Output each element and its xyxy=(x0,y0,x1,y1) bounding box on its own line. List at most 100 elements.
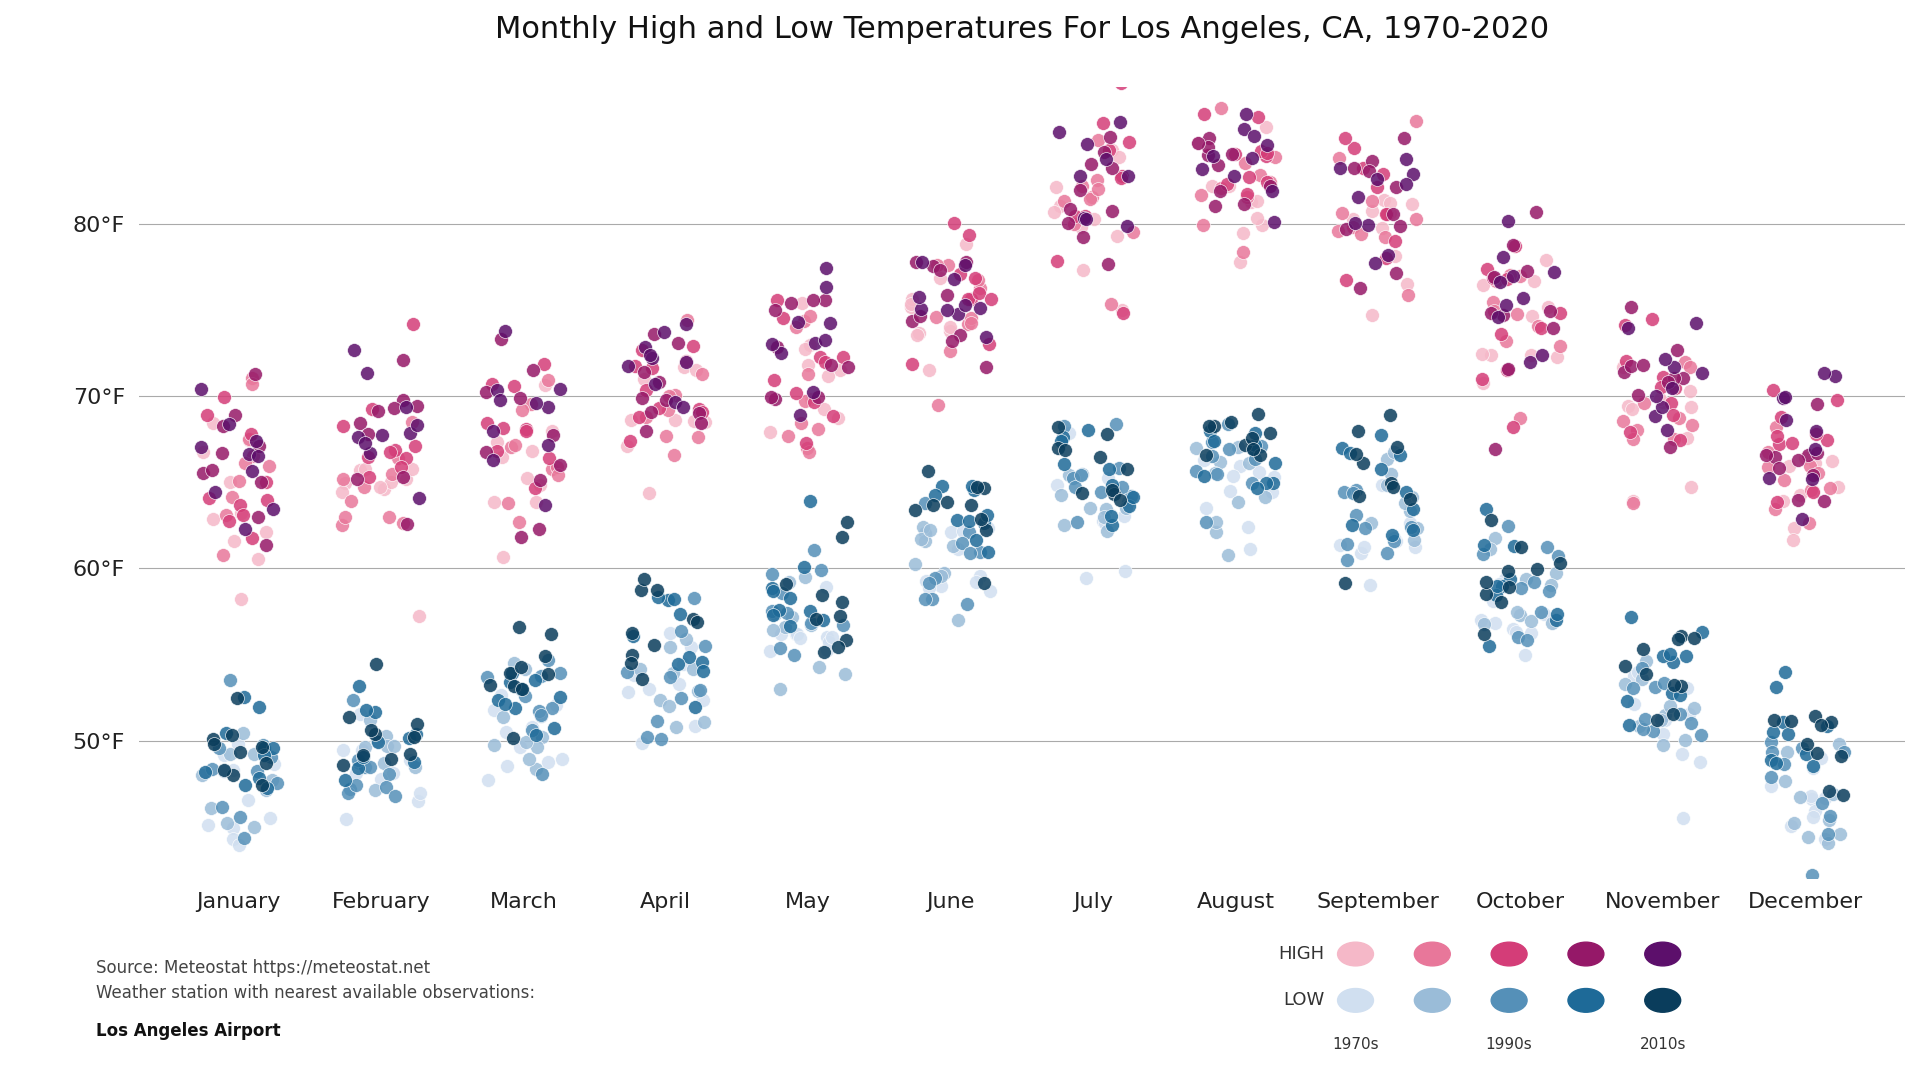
Point xyxy=(470,414,501,431)
Point xyxy=(399,758,430,775)
Point xyxy=(756,388,787,405)
Point xyxy=(242,509,273,526)
Point xyxy=(1044,197,1075,215)
Point xyxy=(1106,74,1137,92)
Point xyxy=(1670,429,1701,446)
Point xyxy=(755,642,785,660)
Point xyxy=(1041,252,1071,270)
Point xyxy=(1763,493,1793,510)
Point xyxy=(1117,223,1148,240)
Point xyxy=(1242,109,1273,126)
Point xyxy=(530,496,561,513)
Point xyxy=(215,745,246,762)
Point xyxy=(910,495,941,512)
Point xyxy=(1323,150,1354,167)
Point xyxy=(1258,213,1288,231)
Point xyxy=(238,746,269,763)
Point xyxy=(630,363,660,381)
Point xyxy=(1227,244,1258,261)
Point xyxy=(972,328,1002,345)
Point xyxy=(363,733,394,750)
Point xyxy=(228,724,259,742)
Point xyxy=(1816,453,1847,470)
Point xyxy=(198,415,228,432)
Point xyxy=(1060,207,1091,224)
Point xyxy=(1757,723,1788,741)
Point xyxy=(810,279,841,296)
Point xyxy=(1094,141,1125,158)
Point xyxy=(1190,513,1221,530)
Point xyxy=(922,397,952,414)
Point xyxy=(1467,375,1498,392)
Point xyxy=(1394,489,1425,507)
Point xyxy=(927,478,958,495)
Point xyxy=(344,755,374,772)
Point xyxy=(240,432,271,450)
Point xyxy=(1609,363,1640,381)
Point xyxy=(668,655,699,673)
Point xyxy=(1484,274,1515,291)
Point xyxy=(217,766,248,784)
Point xyxy=(1751,447,1782,465)
Point xyxy=(1075,155,1106,172)
Point xyxy=(538,423,568,440)
Point xyxy=(831,359,862,376)
Point xyxy=(1096,160,1127,177)
Point xyxy=(774,618,804,635)
Point xyxy=(1521,204,1551,221)
Point xyxy=(1327,204,1357,221)
Point xyxy=(1194,423,1225,440)
Text: Source: Meteostat https://meteostat.net
Weather station with nearest available o: Source: Meteostat https://meteostat.net … xyxy=(96,959,536,1003)
Point xyxy=(1657,705,1688,722)
Point xyxy=(1778,531,1809,549)
Point xyxy=(789,313,820,330)
Point xyxy=(217,489,248,507)
Point xyxy=(810,291,841,308)
Point xyxy=(657,664,687,681)
Point xyxy=(756,579,787,596)
Point xyxy=(1482,577,1513,594)
Point xyxy=(1480,441,1511,458)
Point xyxy=(812,628,843,646)
Point xyxy=(186,464,217,481)
Point xyxy=(1217,146,1248,163)
Point xyxy=(1235,168,1265,185)
Point xyxy=(1761,755,1791,772)
Point xyxy=(1613,717,1644,734)
Point xyxy=(678,337,708,355)
Point xyxy=(793,357,824,374)
Point xyxy=(511,661,541,678)
Point xyxy=(1670,354,1701,371)
Point xyxy=(348,747,378,764)
Point xyxy=(252,779,282,797)
Point xyxy=(227,507,257,524)
Point xyxy=(1200,514,1231,531)
Point xyxy=(1323,222,1354,239)
Point xyxy=(962,478,993,495)
Point xyxy=(1087,114,1117,132)
Point xyxy=(1402,210,1432,227)
Point xyxy=(1092,255,1123,273)
Point xyxy=(1359,254,1390,272)
Point xyxy=(1517,624,1548,641)
Point xyxy=(186,381,217,398)
Point xyxy=(497,665,528,682)
Point xyxy=(1188,467,1219,484)
Point xyxy=(488,419,518,437)
Point xyxy=(1254,177,1284,194)
Point xyxy=(795,390,826,407)
Point xyxy=(1098,486,1129,503)
Point xyxy=(1048,441,1079,458)
Point xyxy=(196,800,227,817)
Point xyxy=(490,695,520,713)
Point xyxy=(520,672,551,689)
Point xyxy=(655,638,685,655)
Point xyxy=(1630,710,1661,728)
Point xyxy=(954,226,985,244)
Point xyxy=(1659,431,1690,448)
Point xyxy=(943,611,973,628)
Point xyxy=(1329,129,1359,147)
Point xyxy=(1676,715,1707,732)
Point xyxy=(1108,479,1139,496)
Point xyxy=(252,754,282,771)
